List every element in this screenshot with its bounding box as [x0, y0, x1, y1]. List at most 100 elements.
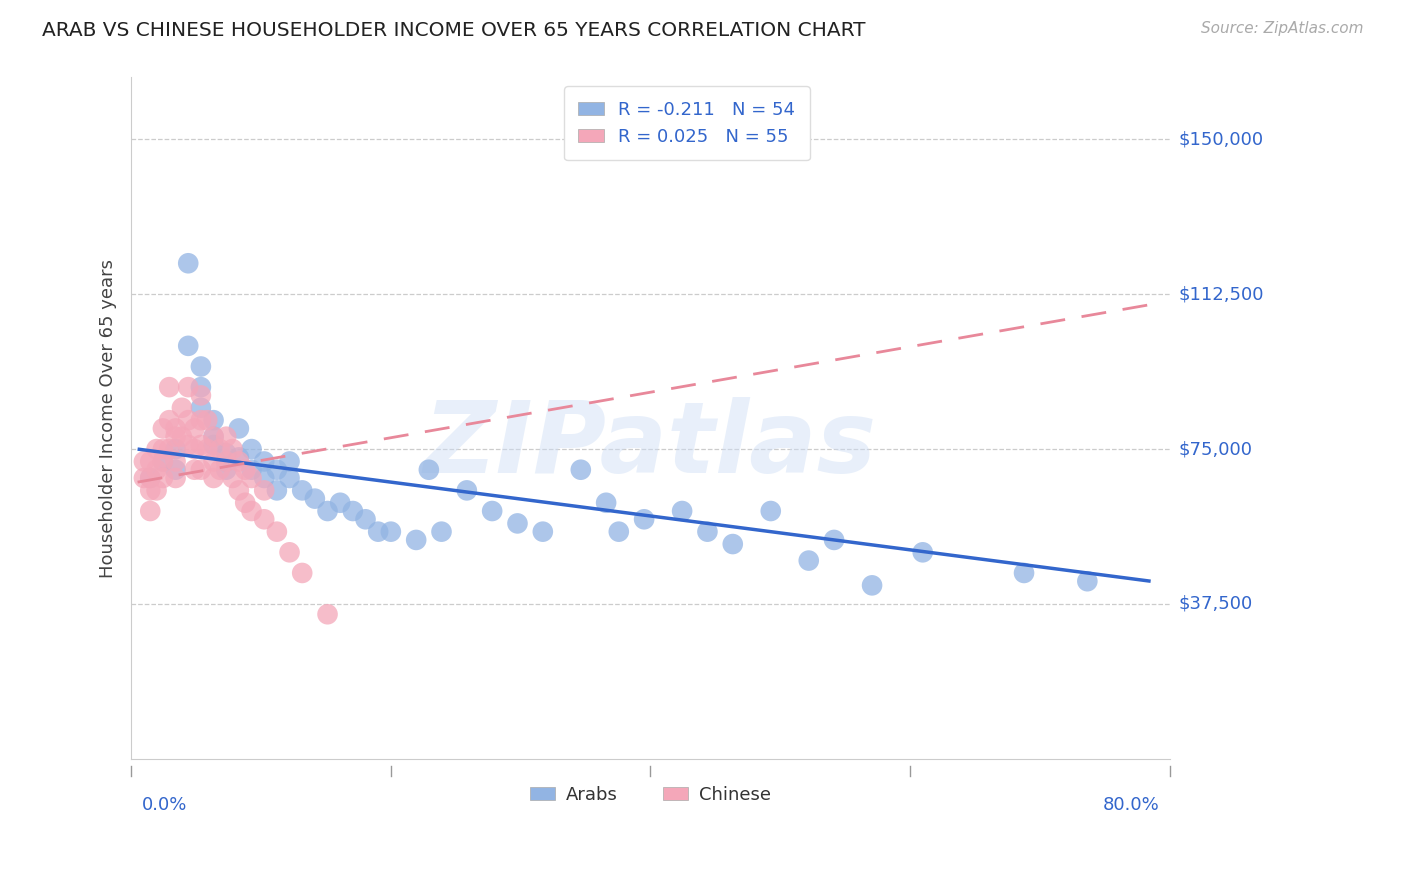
Point	[152, 471, 174, 485]
Point	[569, 463, 592, 477]
Point	[253, 471, 276, 485]
Point	[139, 454, 162, 468]
Point	[721, 537, 744, 551]
Point	[202, 438, 225, 452]
Point	[304, 491, 326, 506]
Point	[215, 454, 238, 468]
Point	[190, 401, 212, 415]
Point	[1012, 566, 1035, 580]
Point	[456, 483, 478, 498]
Point	[170, 430, 193, 444]
Point	[759, 504, 782, 518]
Point	[183, 463, 205, 477]
Point	[165, 442, 187, 456]
Point	[190, 438, 212, 452]
Point	[253, 483, 276, 498]
Point	[1076, 574, 1098, 589]
Point	[152, 421, 174, 435]
Point	[266, 483, 288, 498]
Point	[607, 524, 630, 539]
Point	[481, 504, 503, 518]
Point	[190, 388, 212, 402]
Point	[531, 524, 554, 539]
Point	[145, 483, 167, 498]
Point	[278, 471, 301, 485]
Point	[228, 450, 250, 465]
Y-axis label: Householder Income Over 65 years: Householder Income Over 65 years	[100, 259, 117, 578]
Point	[430, 524, 453, 539]
Point	[195, 413, 218, 427]
Point	[145, 463, 167, 477]
Point	[595, 496, 617, 510]
Point	[157, 413, 180, 427]
Point	[157, 442, 180, 456]
Point	[291, 483, 314, 498]
Text: $112,500: $112,500	[1178, 285, 1264, 303]
Point	[860, 578, 883, 592]
Text: $37,500: $37,500	[1178, 595, 1253, 613]
Point	[228, 483, 250, 498]
Point	[177, 380, 200, 394]
Point	[165, 421, 187, 435]
Point	[177, 339, 200, 353]
Point	[405, 533, 427, 547]
Text: ARAB VS CHINESE HOUSEHOLDER INCOME OVER 65 YEARS CORRELATION CHART: ARAB VS CHINESE HOUSEHOLDER INCOME OVER …	[42, 21, 866, 40]
Point	[215, 446, 238, 460]
Point	[221, 442, 243, 456]
Point	[177, 438, 200, 452]
Point	[506, 516, 529, 531]
Point	[139, 504, 162, 518]
Point	[418, 463, 440, 477]
Point	[165, 463, 187, 477]
Point	[202, 471, 225, 485]
Point	[253, 454, 276, 468]
Point	[342, 504, 364, 518]
Point	[354, 512, 377, 526]
Text: ZIPatlas: ZIPatlas	[423, 397, 877, 494]
Point	[202, 430, 225, 444]
Point	[195, 442, 218, 456]
Text: $75,000: $75,000	[1178, 440, 1253, 458]
Text: 80.0%: 80.0%	[1102, 797, 1160, 814]
Point	[132, 454, 155, 468]
Point	[240, 463, 263, 477]
Point	[696, 524, 718, 539]
Point	[291, 566, 314, 580]
Point	[228, 454, 250, 468]
Point	[170, 401, 193, 415]
Point	[240, 504, 263, 518]
Point	[221, 471, 243, 485]
Point	[215, 430, 238, 444]
Legend: Arabs, Chinese: Arabs, Chinese	[523, 779, 779, 811]
Point	[215, 463, 238, 477]
Point	[190, 380, 212, 394]
Point	[152, 454, 174, 468]
Point	[132, 471, 155, 485]
Point	[633, 512, 655, 526]
Point	[145, 442, 167, 456]
Point	[177, 256, 200, 270]
Point	[240, 471, 263, 485]
Text: Source: ZipAtlas.com: Source: ZipAtlas.com	[1201, 21, 1364, 37]
Point	[329, 496, 352, 510]
Point	[190, 359, 212, 374]
Point	[278, 545, 301, 559]
Point	[233, 496, 256, 510]
Point	[215, 454, 238, 468]
Point	[911, 545, 934, 559]
Point	[190, 463, 212, 477]
Point	[165, 454, 187, 468]
Point	[316, 607, 339, 622]
Point	[183, 421, 205, 435]
Point	[380, 524, 402, 539]
Point	[278, 454, 301, 468]
Text: $150,000: $150,000	[1178, 130, 1264, 148]
Point	[240, 442, 263, 456]
Point	[233, 463, 256, 477]
Point	[183, 442, 205, 456]
Point	[316, 504, 339, 518]
Point	[152, 442, 174, 456]
Point	[165, 471, 187, 485]
Point	[202, 454, 225, 468]
Point	[202, 430, 225, 444]
